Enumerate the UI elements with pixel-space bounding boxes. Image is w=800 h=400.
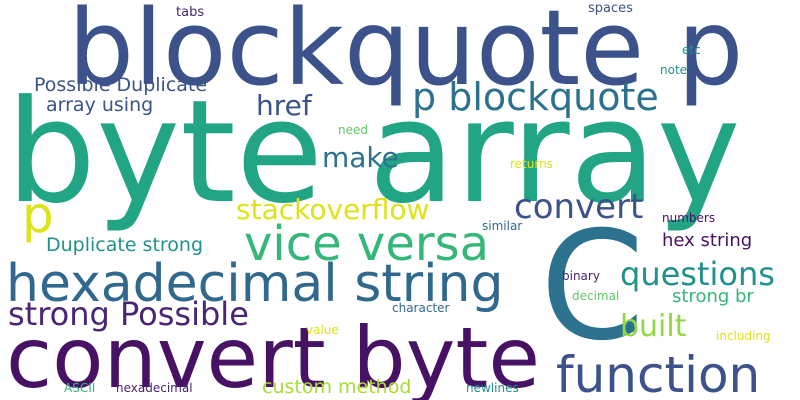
word-function: function (556, 350, 760, 400)
word-vice-versa: vice versa (244, 220, 489, 268)
word-character: character (392, 302, 449, 314)
word-hexadecimal: hexadecimal (116, 382, 193, 394)
word-hex-string: hex string (662, 232, 752, 250)
word-including: including (716, 330, 771, 342)
word-href: href (256, 92, 312, 120)
word-strong-possible: strong Possible (8, 298, 249, 330)
word-returns: returns (510, 158, 553, 170)
word-note: note (660, 64, 687, 76)
word-duplicate-strong: Duplicate strong (46, 236, 203, 255)
word-possible-duplicate: Possible Duplicate (34, 76, 207, 95)
word-numbers: numbers (662, 212, 715, 224)
word-spaces: spaces (588, 2, 633, 15)
word-etc: etc (682, 44, 701, 56)
word-strong-br: strong br (672, 288, 754, 306)
word-array-using: array using (46, 96, 153, 115)
word-ascii: ASCII (64, 382, 95, 394)
word-decimal: decimal (572, 290, 619, 302)
word-similar: similar (482, 220, 522, 232)
word-custom-method: custom method (262, 378, 411, 397)
word-p: p (22, 190, 54, 240)
word-make: make (322, 144, 399, 172)
word-newlines: newlines (466, 382, 519, 394)
word-convert: convert (514, 190, 643, 224)
word-binary: binary (562, 270, 600, 282)
word-need: need (338, 124, 368, 136)
word-stackoverflow: stackoverflow (236, 196, 429, 224)
word-value: value (306, 324, 339, 336)
word-tabs: tabs (176, 6, 204, 19)
word-built: built (620, 312, 687, 342)
word-p-blockquote: p blockquote (412, 78, 659, 116)
